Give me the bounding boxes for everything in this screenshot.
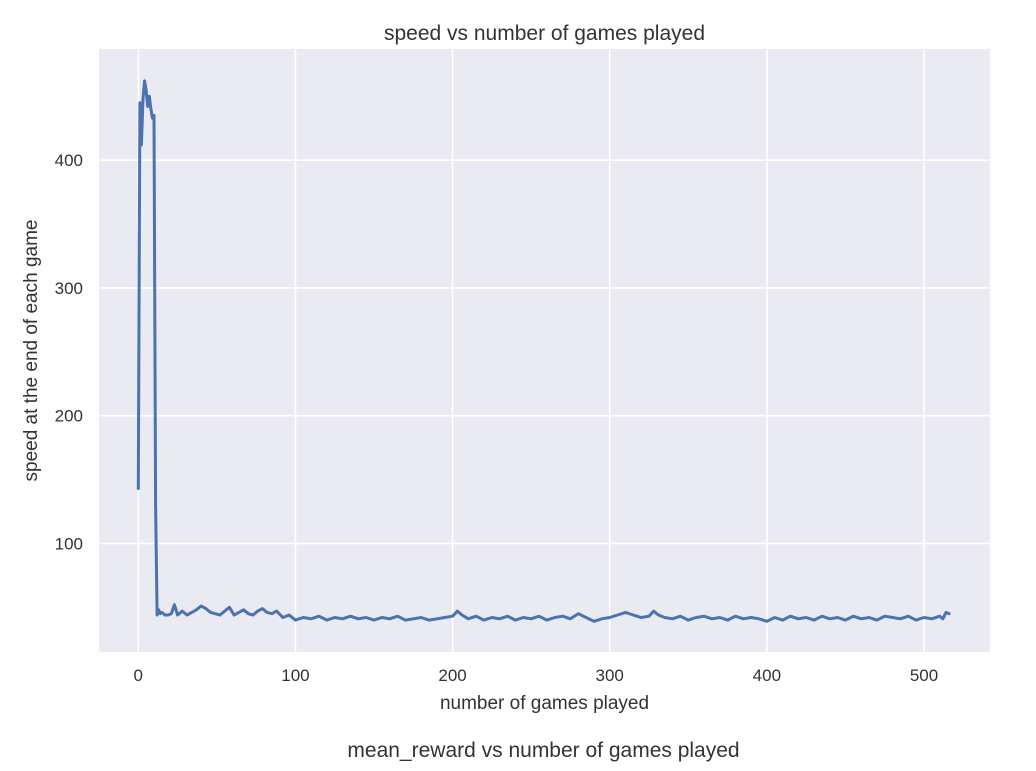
x-tick-label: 500 — [910, 666, 938, 685]
next-chart-title: mean_reward vs number of games played — [347, 739, 739, 762]
x-tick-labels: 0 100 200 300 400 500 — [134, 666, 939, 685]
grid-lines — [99, 49, 990, 652]
y-tick-label: 100 — [55, 534, 83, 553]
x-tick-label: 300 — [596, 666, 624, 685]
series-line — [136, 79, 951, 623]
y-tick-label: 300 — [55, 279, 83, 298]
chart-title: speed vs number of games played — [384, 22, 705, 45]
y-tick-labels: 100 200 300 400 — [55, 151, 83, 553]
x-tick-label: 200 — [438, 666, 466, 685]
y-tick-label: 200 — [55, 407, 83, 426]
x-tick-label: 400 — [753, 666, 781, 685]
x-axis-title: number of games played — [440, 693, 649, 714]
x-tick-label: 100 — [281, 666, 309, 685]
y-axis-title: speed at the end of each game — [21, 220, 42, 482]
x-tick-label: 0 — [134, 666, 143, 685]
plot-area — [99, 49, 990, 652]
y-tick-label: 400 — [55, 151, 83, 170]
